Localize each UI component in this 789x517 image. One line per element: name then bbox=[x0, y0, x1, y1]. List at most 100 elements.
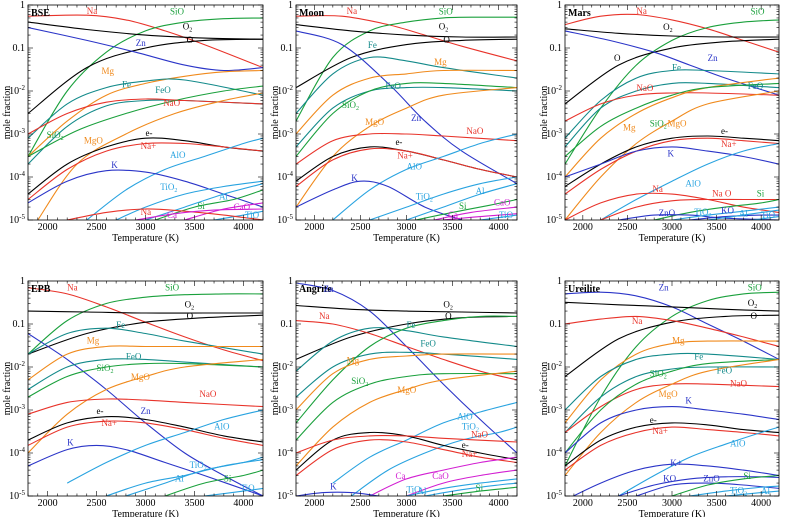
series-line-zno-mars bbox=[618, 214, 779, 220]
series-line-si-moon bbox=[415, 198, 517, 220]
species-label-e-: e- bbox=[146, 128, 153, 138]
panel-title: BSE bbox=[31, 8, 50, 19]
series-line-na--mars bbox=[565, 137, 779, 195]
species-label-tio2: TiO2 bbox=[694, 207, 711, 219]
series-line-k--ureilite bbox=[572, 463, 779, 496]
species-label-sio: SiO bbox=[165, 283, 180, 293]
species-label-nao: NaO bbox=[199, 389, 216, 399]
species-label-sio: SiO bbox=[748, 283, 763, 293]
x-tick-label: 4000 bbox=[751, 222, 771, 233]
species-label-mgo: MgO bbox=[397, 385, 417, 395]
x-axis-label: Temperature (K) bbox=[112, 509, 179, 517]
species-label-cao: CaO bbox=[234, 202, 251, 212]
series-line-o-ureilite bbox=[565, 314, 779, 377]
species-label-na: Na bbox=[632, 316, 643, 326]
series-line-o2-epb bbox=[28, 310, 263, 314]
species-label-na-: Na+ bbox=[462, 449, 478, 459]
species-label-ca: Ca bbox=[448, 210, 458, 220]
series-line-k-angrite bbox=[296, 491, 379, 496]
series-line-mgo-mars bbox=[565, 90, 779, 220]
series-line-na--moon bbox=[296, 147, 517, 187]
x-tick-label: 3500 bbox=[443, 498, 463, 509]
x-tick-label: 2500 bbox=[350, 498, 370, 509]
series-line-al-moon bbox=[406, 183, 517, 220]
series-line-nao-ureilite bbox=[565, 383, 779, 433]
species-label-na-: Na+ bbox=[101, 418, 117, 428]
species-label-mgo: MgO bbox=[131, 372, 151, 382]
x-tick-label: 2500 bbox=[87, 498, 107, 509]
y-axis-label: mole fraction bbox=[2, 86, 13, 140]
species-label-al: Al bbox=[739, 209, 748, 219]
curves-epb bbox=[28, 287, 263, 496]
series-line-na-bse bbox=[28, 14, 263, 69]
species-label-sio2: SiO2 bbox=[47, 130, 64, 142]
series-line-mgo-epb bbox=[28, 358, 263, 454]
species-label-e-: e- bbox=[462, 440, 469, 450]
species-label-sio2: SiO2 bbox=[650, 118, 667, 130]
species-label-tio2: TiO2 bbox=[730, 485, 747, 497]
species-label-k: K bbox=[111, 160, 118, 170]
x-tick-label: 3000 bbox=[397, 498, 417, 509]
series-line-alo-ureilite bbox=[618, 426, 779, 496]
series-line-al-angrite bbox=[424, 482, 517, 496]
species-label-tio: TiO bbox=[240, 483, 255, 493]
series-line-zn-angrite bbox=[296, 282, 517, 454]
species-label-tio2: TiO2 bbox=[462, 422, 479, 434]
y-tick-label: 1 bbox=[557, 276, 562, 287]
species-label-sio2: SiO2 bbox=[342, 100, 359, 112]
series-line-na--mars bbox=[565, 192, 779, 220]
species-label-mg: Mg bbox=[672, 336, 685, 346]
panel-moon: 2000 2500 3000 3500 400010-510-410-310-20.11… bbox=[270, 0, 518, 244]
x-tick-label: 2500 bbox=[350, 222, 370, 233]
species-label-o: O bbox=[443, 35, 450, 45]
species-label-na: Na bbox=[347, 6, 358, 16]
y-tick-label: 1 bbox=[288, 0, 293, 11]
species-label-na-: Na+ bbox=[141, 141, 157, 151]
species-label-feo: FeO bbox=[155, 85, 171, 95]
species-label-na-: Na bbox=[141, 207, 152, 217]
series-line-mg-mars bbox=[565, 77, 779, 178]
series-line-mg-ureilite bbox=[565, 340, 779, 424]
series-line-e--mars bbox=[565, 135, 779, 187]
series-line-nao-moon bbox=[296, 132, 517, 165]
series-line-e--epb bbox=[28, 416, 263, 443]
y-axis-label: mole fraction bbox=[270, 362, 281, 416]
series-line-cao-bse bbox=[184, 202, 263, 220]
series-line-na--ureilite bbox=[565, 426, 779, 471]
series-line-mg-epb bbox=[28, 345, 263, 381]
species-label-cao: CaO bbox=[494, 197, 511, 207]
panel-angrite: 2000 2500 3000 3500 400010-510-410-310-20.11… bbox=[270, 276, 518, 517]
series-line-cao-moon bbox=[433, 206, 517, 220]
y-tick-label: 10-5 bbox=[277, 489, 293, 502]
series-line-si-epb bbox=[164, 469, 263, 496]
species-label-nao: Na O bbox=[712, 189, 732, 199]
series-line-feo-moon bbox=[296, 86, 517, 148]
y-tick-label: 10-5 bbox=[9, 489, 25, 502]
series-line-si-ureilite bbox=[671, 474, 779, 496]
series-line-o2-angrite bbox=[296, 304, 517, 314]
series-line-tio2-bse bbox=[115, 180, 263, 220]
panel-epb: 2000 2500 3000 3500 400010-510-410-310-20.11… bbox=[2, 276, 264, 517]
species-label-mgo: MgO bbox=[668, 118, 688, 128]
series-line-feo-ureilite bbox=[565, 366, 779, 433]
species-label-nao: NaO bbox=[730, 379, 747, 389]
curves-moon bbox=[296, 15, 517, 220]
species-label-e-: e- bbox=[721, 126, 728, 136]
species-label-o: O bbox=[445, 311, 452, 321]
species-label-cao: CaO bbox=[432, 471, 449, 481]
species-label-feo: FeO bbox=[126, 351, 142, 361]
series-line-o2-bse bbox=[28, 21, 263, 40]
species-label-tio: TiO bbox=[761, 210, 776, 220]
series-line-mg-bse bbox=[28, 69, 263, 157]
series-line-sio2-mars bbox=[565, 82, 779, 157]
x-tick-label: 2500 bbox=[617, 222, 637, 233]
series-line-sio2-moon bbox=[296, 82, 517, 157]
series-line-o2-mars bbox=[565, 28, 779, 38]
series-line-na-ureilite bbox=[565, 315, 779, 348]
x-axis-label: Temperature (K) bbox=[373, 509, 440, 517]
series-line-k-ureilite bbox=[565, 406, 779, 454]
curves-angrite bbox=[296, 282, 517, 496]
species-label-tio: TiO bbox=[499, 210, 514, 220]
series-line-nao-angrite bbox=[296, 434, 517, 454]
series-line-nao-mars bbox=[565, 92, 779, 122]
